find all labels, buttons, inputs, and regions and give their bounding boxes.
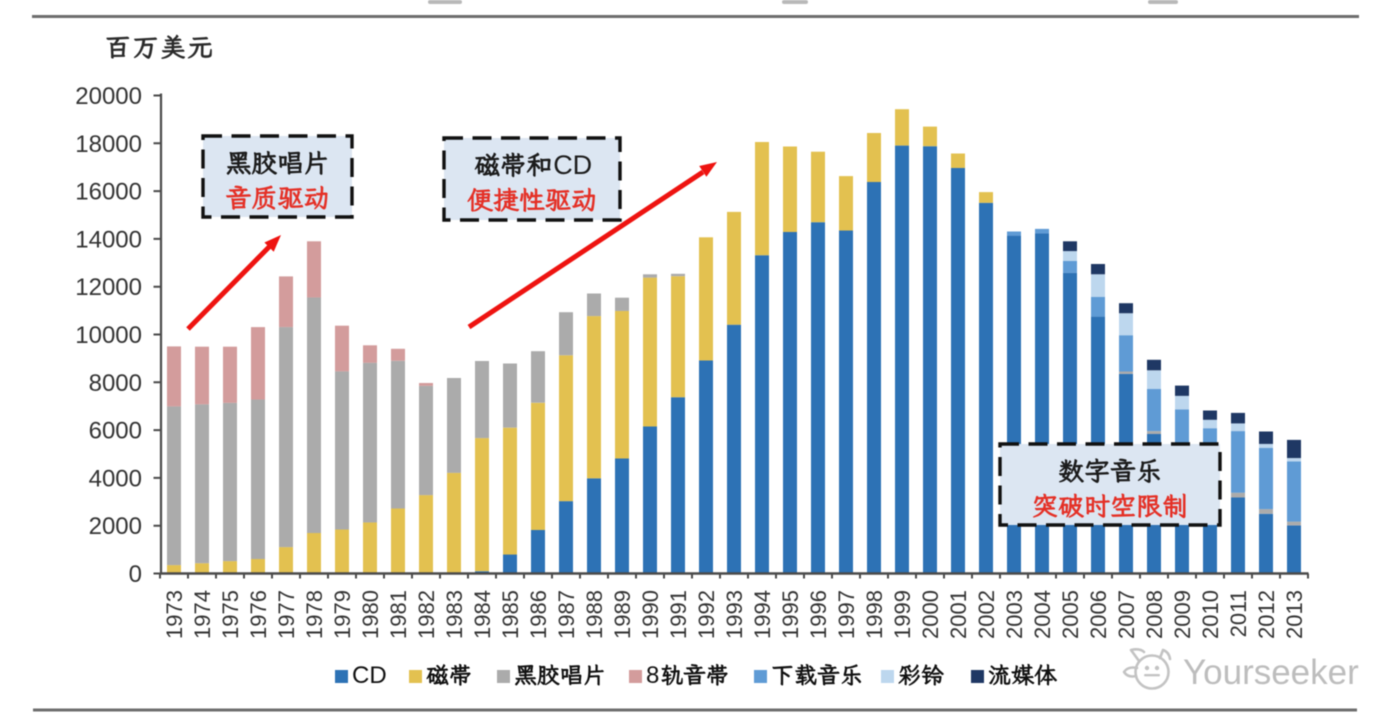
svg-text:1990: 1990 [638, 590, 663, 639]
svg-text:1988: 1988 [582, 590, 607, 639]
svg-text:2009: 2009 [1170, 590, 1195, 639]
svg-text:2006: 2006 [1086, 590, 1111, 639]
svg-text:1998: 1998 [862, 590, 887, 639]
svg-text:Yourseeker: Yourseeker [1183, 653, 1359, 692]
svg-text:2012: 2012 [1254, 590, 1279, 639]
svg-text:1987: 1987 [554, 590, 579, 639]
svg-text:1985: 1985 [498, 590, 523, 639]
svg-text:2010: 2010 [1198, 590, 1223, 639]
svg-text:2002: 2002 [974, 590, 999, 639]
svg-text:1980: 1980 [358, 590, 383, 639]
svg-text:1973: 1973 [162, 590, 187, 639]
svg-text:1996: 1996 [806, 590, 831, 639]
svg-text:1997: 1997 [834, 590, 859, 639]
svg-text:2003: 2003 [1002, 590, 1027, 639]
svg-text:2011: 2011 [1226, 590, 1251, 637]
svg-text:2008: 2008 [1142, 590, 1167, 639]
svg-text:20000: 20000 [75, 83, 142, 110]
svg-text:2007: 2007 [1114, 590, 1139, 639]
svg-text:1978: 1978 [302, 590, 327, 639]
svg-text:2000: 2000 [918, 590, 943, 639]
svg-text:2004: 2004 [1030, 590, 1055, 639]
svg-text:1993: 1993 [722, 590, 747, 639]
svg-text:8: 8 [646, 662, 659, 689]
svg-text:14000: 14000 [75, 226, 142, 253]
svg-text:1999: 1999 [890, 590, 915, 639]
svg-text:1977: 1977 [274, 590, 299, 639]
svg-text:6000: 6000 [89, 418, 142, 445]
svg-text:1983: 1983 [442, 590, 467, 639]
svg-text:1981: 1981 [386, 590, 411, 639]
svg-text:1994: 1994 [750, 590, 775, 639]
svg-text:1992: 1992 [694, 590, 719, 639]
svg-text:16000: 16000 [75, 179, 142, 206]
svg-text:1991: 1991 [666, 590, 691, 639]
svg-text:CD: CD [352, 662, 387, 689]
svg-text:1989: 1989 [610, 590, 635, 639]
svg-text:8000: 8000 [89, 370, 142, 397]
svg-text:1986: 1986 [526, 590, 551, 639]
svg-text:2000: 2000 [89, 513, 142, 540]
svg-text:1975: 1975 [218, 590, 243, 639]
svg-text:18000: 18000 [75, 131, 142, 158]
svg-text:1995: 1995 [778, 590, 803, 639]
svg-text:CD: CD [553, 150, 592, 180]
svg-text:2013: 2013 [1282, 590, 1307, 639]
svg-text:12000: 12000 [75, 274, 142, 301]
svg-text:2005: 2005 [1058, 590, 1083, 639]
svg-text:4000: 4000 [89, 465, 142, 492]
svg-text:0: 0 [129, 561, 142, 588]
svg-text:2001: 2001 [946, 590, 971, 639]
svg-text:1976: 1976 [246, 590, 271, 639]
svg-text:1979: 1979 [330, 590, 355, 639]
svg-text:1974: 1974 [190, 590, 215, 639]
svg-text:10000: 10000 [75, 322, 142, 349]
svg-text:1982: 1982 [414, 590, 439, 639]
svg-text:1984: 1984 [470, 590, 495, 639]
